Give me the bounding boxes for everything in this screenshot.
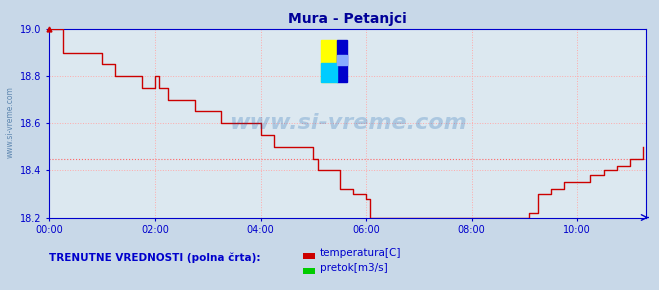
Text: www.si-vreme.com: www.si-vreme.com xyxy=(5,86,14,158)
Text: pretok[m3/s]: pretok[m3/s] xyxy=(320,263,387,273)
Bar xyxy=(321,40,337,82)
Text: TRENUTNE VREDNOSTI (polna črta):: TRENUTNE VREDNOSTI (polna črta): xyxy=(49,253,261,263)
Bar xyxy=(337,40,347,82)
Title: Mura - Petanjci: Mura - Petanjci xyxy=(288,12,407,26)
Bar xyxy=(321,63,337,82)
Text: www.si-vreme.com: www.si-vreme.com xyxy=(229,113,467,133)
Bar xyxy=(337,55,347,65)
Text: temperatura[C]: temperatura[C] xyxy=(320,248,401,258)
